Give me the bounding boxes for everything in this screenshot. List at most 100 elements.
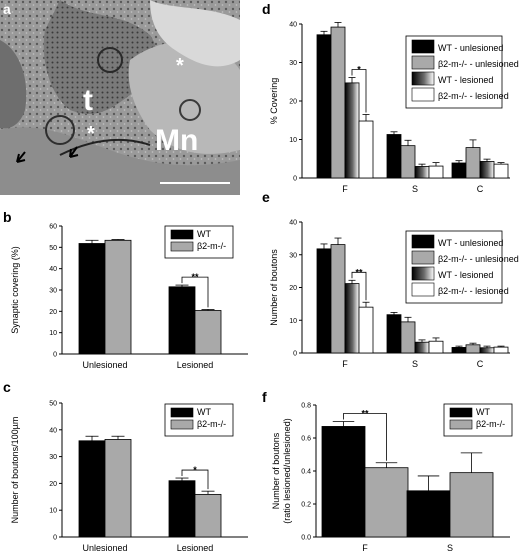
panel-letter-d: d [262,1,271,17]
y-tick-label: 20 [49,481,57,488]
micrograph-label-star: * [176,55,184,77]
legend-label: WT [197,229,211,239]
bar-b-s1-c1 [194,310,222,355]
x-category-label: C [477,184,484,194]
significance-label: ** [361,409,369,419]
legend-swatch [411,55,435,70]
legend-label: WT - unlesioned [438,43,503,53]
legend-swatch [411,87,435,102]
electron-micrograph [0,0,240,195]
y-tick-label: 40 [289,220,297,227]
panel-letter-c: c [3,379,11,395]
bar-e-s3-c1 [428,340,444,354]
bar-d-s1-c2 [465,147,481,179]
y-tick-label: 0.4 [301,469,311,476]
legend-label: β2-m-/- [197,241,226,251]
x-category-label: S [447,543,453,553]
bar-d-s1-c0 [330,26,346,179]
panel-letter-a: a [3,1,11,17]
legend-label: WT - unlesioned [438,238,503,248]
significance-bracket [181,276,209,308]
chart-panel-c: 0 10 20 30 40 50 Number of boutons/100µm Unlesi… [10,401,248,553]
x-category-label: S [412,184,418,194]
y-tick-label: 60 [49,224,57,231]
bar-e-s2-c1 [414,341,430,354]
legend-label: WT [476,407,490,417]
x-category-label: Lesioned [177,360,214,370]
bar-d-s1-c1 [400,145,416,179]
bar-b-s0-c0 [78,243,106,355]
bar-e-s0-c0 [316,248,332,354]
y-tick-label: 0.2 [301,502,311,509]
x-category-label: Lesioned [177,543,214,553]
bar-d-s2-c1 [414,166,430,179]
y-tick-label: 0.0 [301,535,311,542]
chart-panel-e: 0 10 20 30 40 Number of boutons F S C ** WT - unle… [269,220,519,370]
y-axis-title: Synaptic covering (%) [10,246,20,334]
y-tick-label: 0.6 [301,436,311,443]
micrograph-label-t: t [83,84,93,117]
bar-f-s1-c1 [449,472,494,538]
y-tick-label: 50 [49,401,57,408]
panel-letter-e: e [262,189,270,205]
y-tick-label: 10 [49,508,57,515]
y-tick-label: 0 [293,176,297,183]
legend-swatch [411,39,435,54]
chart-panel-f: 0.0 0.2 0.4 0.6 0.8 Number of boutons (ratio l… [271,403,513,553]
bar-e-s3-c2 [493,346,509,354]
legend-label: β2-m-/- [476,419,505,429]
legend-label: WT - lesioned [438,270,493,280]
y-tick-label: 20 [289,285,297,292]
micrograph-label-star: * [87,123,95,145]
bar-d-s3-c2 [493,163,509,179]
y-tick-label: 30 [49,288,57,295]
bar-e-s2-c2 [479,347,495,354]
legend-swatch [411,282,435,297]
x-category-label: S [412,359,418,369]
y-tick-label: 0 [53,535,57,542]
bar-d-s0-c0 [316,34,332,179]
legend-label: β2-m-/- - lesioned [438,91,509,101]
bar-c-s1-c1 [194,493,222,538]
bar-f-s0-c0 [321,426,366,538]
legend-swatch [411,250,435,265]
legend-swatch [449,407,473,418]
significance-label: ** [191,272,199,282]
y-axis-title: Number of boutons [271,432,281,509]
y-tick-label: 30 [289,252,297,259]
bar-e-s0-c1 [386,314,402,354]
x-category-label: Unlesioned [82,543,127,553]
arrow-icon [16,151,26,163]
x-category-label: Unlesioned [82,360,127,370]
legend-swatch [170,407,194,418]
bar-d-s3-c0 [358,120,374,179]
legend-label: β2-m-/- [197,419,226,429]
bar-d-s2-c2 [479,161,495,179]
significance-label: * [357,65,361,75]
y-axis-title: % Covering [269,78,279,125]
bar-e-s0-c2 [451,347,467,354]
y-tick-label: 20 [289,99,297,106]
legend-label: WT [197,407,211,417]
x-category-label: C [477,359,484,369]
x-category-label: F [362,543,368,553]
y-tick-label: 0 [293,351,297,358]
y-tick-label: 10 [289,318,297,325]
legend-swatch [411,71,435,86]
chart-area: 0 10 20 30 40 50 60 Synaptic covering (%) Unlesi… [10,22,519,554]
bar-c-s0-c0 [78,440,106,538]
significance-bracket [181,469,209,490]
legend-swatch [411,234,435,249]
bar-b-s1-c0 [104,239,132,355]
y-axis-title: (ratio lesioned/unlesioned) [282,418,292,524]
chart-panel-b: 0 10 20 30 40 50 60 Synaptic covering (%) Unlesi… [10,224,248,370]
significance-label: ** [355,267,363,277]
x-category-label: F [342,184,348,194]
bar-d-s3-c1 [428,165,444,179]
y-tick-label: 0.8 [301,403,311,410]
bar-b-s0-c1 [168,286,196,355]
bar-c-s0-c1 [168,480,196,538]
legend-label: β2-m-/- - unlesioned [438,254,519,264]
bar-d-s0-c2 [451,162,467,179]
bar-e-s3-c0 [358,306,374,354]
